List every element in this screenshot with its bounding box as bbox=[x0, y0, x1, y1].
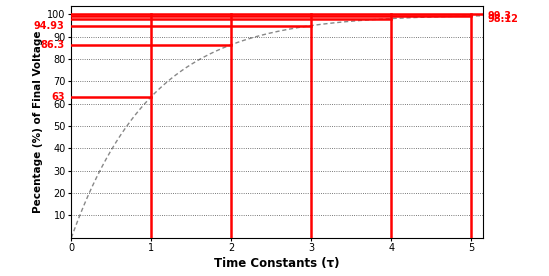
Y-axis label: Pecentage (%) of Final Voltage: Pecentage (%) of Final Voltage bbox=[33, 30, 43, 213]
Text: 86.3: 86.3 bbox=[40, 40, 64, 50]
X-axis label: Time Constants (τ): Time Constants (τ) bbox=[215, 258, 340, 270]
Text: 99.3: 99.3 bbox=[488, 11, 511, 21]
Text: 94.93: 94.93 bbox=[33, 21, 64, 31]
Text: 63: 63 bbox=[51, 92, 64, 102]
Text: 98.12: 98.12 bbox=[488, 14, 518, 24]
